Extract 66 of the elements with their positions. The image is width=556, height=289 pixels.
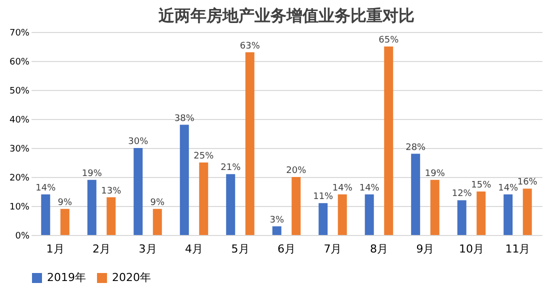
data-label: 9%	[58, 198, 72, 208]
bar	[292, 177, 301, 235]
data-label: 11%	[313, 192, 334, 202]
data-label: 63%	[240, 41, 260, 52]
data-label: 16%	[517, 178, 538, 188]
y-tick-label: 50%	[9, 86, 30, 96]
x-tick-label: 4月	[185, 242, 204, 256]
bar	[522, 188, 532, 235]
chart-title: 近两年房地产业务增值业务比重对比	[158, 6, 414, 25]
data-label: 30%	[128, 137, 149, 147]
data-label: 12%	[452, 189, 472, 200]
bar	[384, 46, 394, 235]
data-label: 38%	[174, 114, 195, 124]
bar	[411, 154, 420, 235]
x-tick-label: 3月	[138, 242, 157, 256]
bar	[152, 208, 162, 235]
bar	[87, 180, 96, 235]
bar	[199, 162, 208, 235]
data-label: 25%	[194, 152, 214, 162]
x-tick-label: 6月	[278, 242, 296, 256]
x-tick-label: 10月	[458, 242, 484, 256]
y-tick-label: 0%	[15, 232, 30, 242]
data-label: 14%	[359, 183, 380, 194]
y-tick-label: 60%	[9, 58, 30, 68]
data-label: 28%	[406, 142, 426, 153]
data-label: 9%	[150, 198, 165, 208]
data-label: 3%	[270, 215, 284, 226]
x-tick-label: 7月	[324, 242, 342, 256]
data-label: 14%	[36, 183, 56, 194]
data-label: 21%	[220, 163, 242, 174]
data-label: 19%	[82, 168, 102, 179]
bar	[318, 203, 328, 235]
bar	[272, 226, 282, 235]
bar	[106, 197, 116, 235]
x-tick-label: 8月	[370, 242, 388, 256]
x-tick-label: 1月	[46, 242, 64, 256]
bar	[338, 194, 347, 235]
bar	[245, 52, 254, 235]
x-tick-label: 2月	[92, 242, 111, 256]
y-tick-label: 20%	[9, 174, 30, 184]
bar	[364, 194, 374, 235]
data-label: 14%	[498, 183, 519, 194]
x-tick-label: 5月	[231, 242, 250, 256]
bar	[134, 148, 143, 235]
data-label: 65%	[378, 36, 400, 46]
x-tick-label: 9月	[416, 242, 434, 256]
y-tick-label: 70%	[9, 28, 30, 38]
bar	[504, 194, 513, 235]
data-label: 13%	[101, 186, 122, 196]
bar	[41, 194, 50, 235]
bar	[430, 180, 440, 235]
x-tick-label: 11月	[505, 242, 530, 256]
data-label: 20%	[286, 166, 307, 176]
y-tick-label: 30%	[9, 144, 30, 154]
bar	[180, 124, 189, 235]
data-label: 19%	[424, 168, 446, 179]
data-label: 15%	[471, 180, 492, 190]
legend-label: 2020年	[112, 271, 151, 284]
bar	[60, 208, 70, 235]
bar	[457, 200, 466, 235]
y-tick-label: 10%	[9, 202, 30, 212]
data-label: 14%	[332, 183, 353, 194]
legend-label: 2019年	[47, 271, 86, 284]
y-tick-label: 40%	[9, 116, 30, 126]
bar	[226, 174, 236, 235]
bar	[476, 192, 486, 235]
